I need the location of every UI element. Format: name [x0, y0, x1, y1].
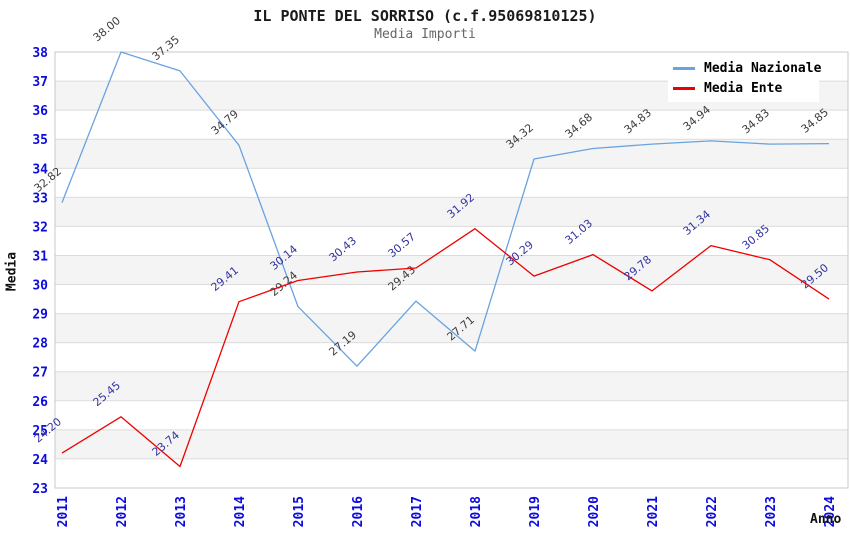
grid-band	[55, 313, 848, 343]
legend-swatch-line-icon	[673, 86, 695, 90]
x-tick-label: 2024	[823, 496, 838, 527]
y-tick-label: 35	[32, 133, 48, 148]
x-tick-label: 2018	[469, 496, 484, 527]
data-label: 34.68	[563, 111, 595, 141]
y-tick-label: 37	[32, 75, 48, 90]
y-tick-label: 34	[32, 162, 48, 177]
y-tick-label: 32	[32, 220, 48, 235]
x-tick-label: 2015	[292, 496, 307, 527]
grid-band	[55, 255, 848, 285]
x-tick-label: 2020	[587, 496, 602, 527]
y-tick-label: 30	[32, 279, 48, 294]
x-tick-label: 2017	[410, 496, 425, 527]
y-tick-label: 38	[32, 46, 48, 61]
data-label: 34.83	[622, 106, 654, 136]
data-label: 34.79	[209, 107, 241, 137]
x-tick-label: 2023	[764, 496, 779, 527]
y-tick-label: 25	[32, 424, 48, 439]
data-label: 34.83	[740, 106, 772, 136]
x-tick-label: 2021	[646, 496, 661, 527]
x-tick-label: 2013	[174, 496, 189, 527]
y-tick-label: 29	[32, 308, 48, 323]
data-label: 37.35	[150, 33, 182, 63]
series-line-media-nazionale	[61, 51, 830, 367]
y-tick-label: 31	[32, 249, 48, 264]
y-tick-label: 28	[32, 337, 48, 352]
x-tick-label: 2011	[56, 496, 71, 527]
x-tick-label: 2022	[705, 496, 720, 527]
x-tick-label: 2012	[115, 496, 130, 527]
x-tick-label: 2019	[528, 496, 543, 527]
legend-label: Media Ente	[704, 80, 783, 96]
y-tick-label: 36	[32, 104, 48, 119]
legend-item-media-nazionale: Media Nazionale	[673, 58, 822, 78]
y-tick-label: 27	[32, 366, 48, 381]
y-axis-title: Media	[4, 251, 20, 292]
grid-band	[55, 429, 848, 459]
legend-box: Media Nazionale Media Ente	[668, 55, 822, 102]
plot-border	[54, 51, 849, 489]
grid-band	[55, 197, 848, 227]
y-tick-label: 26	[32, 395, 48, 410]
legend-item-media-ente: Media Ente	[673, 78, 819, 98]
y-tick-label: 33	[32, 191, 48, 206]
chart-subtitle: Media Importi	[374, 27, 476, 42]
x-tick-label: 2014	[233, 496, 248, 527]
chart-title: IL PONTE DEL SORRISO (c.f.95069810125)	[253, 7, 597, 25]
x-axis-title: Anno	[810, 512, 842, 527]
legend-swatch-line-icon	[673, 66, 695, 70]
data-label: 38.00	[91, 14, 123, 44]
series-line-media-ente	[61, 228, 830, 468]
grid-band	[55, 139, 848, 169]
y-tick-label: 24	[32, 453, 48, 468]
grid-band	[55, 371, 848, 401]
legend-label: Media Nazionale	[704, 60, 822, 76]
x-tick-label: 2016	[351, 496, 366, 527]
y-tick-label: 23	[32, 482, 48, 497]
